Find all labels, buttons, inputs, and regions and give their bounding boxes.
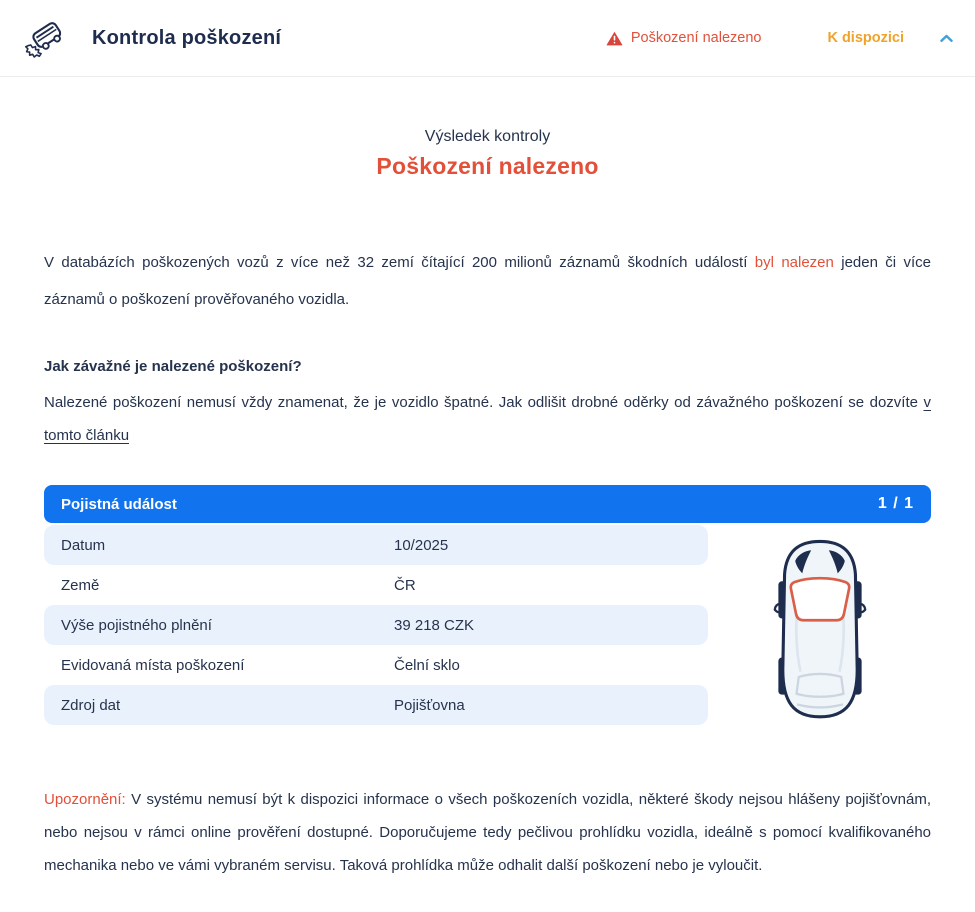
row-label: Evidovaná místa poškození — [61, 656, 245, 674]
warning-triangle-icon — [606, 31, 623, 46]
claim-card-body: Datum 10/2025 Země ČR Výše pojistného pl… — [44, 525, 931, 725]
row-label: Výše pojistného plnění — [61, 616, 212, 634]
notice-label: Upozornění: — [44, 791, 126, 808]
damage-status-label: Poškození nalezeno — [630, 30, 762, 46]
result-title: Poškození nalezeno — [376, 153, 599, 179]
row-value: Pojišťovna — [394, 696, 465, 714]
table-row: Evidovaná místa poškození Čelní sklo — [44, 645, 708, 685]
car-top-view-icon — [773, 539, 866, 719]
damage-status-link[interactable]: Poškození nalezeno — [606, 30, 762, 46]
row-label: Datum — [61, 536, 106, 554]
result-label: Výsledek kontroly — [424, 128, 551, 145]
intro-highlight: byl nalezen — [754, 254, 834, 271]
app-header: Kontrola poškození Poškození nalezeno K … — [0, 0, 975, 77]
row-value: 39 218 CZK — [394, 616, 475, 634]
intro-text-before: V databázích poškozených vozů z více než… — [44, 254, 748, 271]
table-row: Výše pojistného plnění 39 218 CZK — [44, 605, 708, 645]
table-row: Země ČR — [44, 565, 708, 605]
row-label: Země — [61, 576, 100, 594]
intro-text-after: jeden či více záznamů o poškození prověř… — [44, 254, 932, 308]
table-row: Datum 10/2025 — [44, 525, 708, 565]
claim-details-table: Datum 10/2025 Země ČR Výše pojistného pl… — [44, 525, 708, 725]
severity-text: Nalezené poškození nemusí vždy znamenat,… — [44, 394, 918, 411]
damage-location-illustration — [708, 525, 931, 725]
claim-card-title: Pojistná událost — [61, 495, 177, 513]
availability-toggle[interactable]: K dispozici — [827, 30, 904, 46]
page-title: Kontrola poškození — [92, 26, 282, 49]
row-value: Čelní sklo — [394, 656, 460, 674]
notice-text: V systému nemusí být k dispozici informa… — [44, 791, 931, 874]
table-row: Zdroj dat Pojišťovna — [44, 685, 708, 725]
claim-pagination: 1 / 1 — [877, 495, 914, 512]
severity-paragraph: Nalezené poškození nemusí vždy znamenat,… — [44, 386, 931, 452]
article-link[interactable]: v tomto článku — [44, 394, 931, 444]
crashed-car-logo-icon — [20, 14, 68, 62]
row-value: ČR — [394, 576, 416, 594]
severity-question: Jak závažné je nalezené poškození? — [44, 358, 302, 375]
notice-paragraph: Upozornění: V systému nemusí být k dispo… — [44, 783, 931, 912]
row-label: Zdroj dat — [61, 696, 121, 714]
claim-card-header: Pojistná událost 1 / 1 — [44, 485, 931, 523]
result-block: Výsledek kontroly Poškození nalezeno — [44, 128, 931, 180]
intro-paragraph: V databázích poškozených vozů z více než… — [44, 244, 931, 318]
header-status-area: Poškození nalezeno K dispozici — [606, 30, 953, 46]
chevron-up-icon[interactable] — [940, 32, 953, 45]
row-value: 10/2025 — [394, 536, 449, 554]
insurance-claim-card: Pojistná událost 1 / 1 Datum 10/2025 Zem… — [44, 485, 931, 725]
main-content: Výsledek kontroly Poškození nalezeno V d… — [0, 128, 975, 912]
